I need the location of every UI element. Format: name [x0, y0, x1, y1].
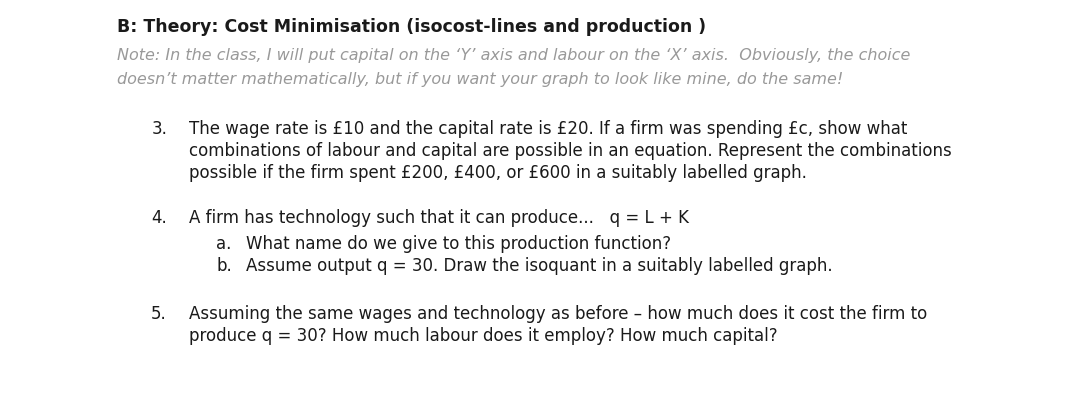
Text: The wage rate is £10 and the capital rate is £20. If a firm was spending £c, sho: The wage rate is £10 and the capital rat…: [189, 120, 907, 138]
Text: possible if the firm spent £200, £400, or £600 in a suitably labelled graph.: possible if the firm spent £200, £400, o…: [189, 164, 807, 182]
Text: Assuming the same wages and technology as before – how much does it cost the fir: Assuming the same wages and technology a…: [189, 305, 928, 323]
Text: 4.: 4.: [151, 209, 167, 227]
Text: produce q = 30? How much labour does it employ? How much capital?: produce q = 30? How much labour does it …: [189, 327, 778, 345]
Text: 5.: 5.: [151, 305, 167, 323]
Text: Note: In the class, I will put capital on the ‘Y’ axis and labour on the ‘X’ axi: Note: In the class, I will put capital o…: [117, 48, 910, 63]
Text: a.: a.: [216, 235, 231, 253]
Text: What name do we give to this production function?: What name do we give to this production …: [246, 235, 672, 253]
Text: combinations of labour and capital are possible in an equation. Represent the co: combinations of labour and capital are p…: [189, 142, 951, 160]
Text: 3.: 3.: [151, 120, 167, 138]
Text: A firm has technology such that it can produce...   q = L + K: A firm has technology such that it can p…: [189, 209, 689, 227]
Text: doesn’t matter mathematically, but if you want your graph to look like mine, do : doesn’t matter mathematically, but if yo…: [117, 72, 842, 87]
Text: b.: b.: [216, 257, 232, 275]
Text: Assume output q = 30. Draw the isoquant in a suitably labelled graph.: Assume output q = 30. Draw the isoquant …: [246, 257, 833, 275]
Text: B: Theory: Cost Minimisation (isocost-lines and production ): B: Theory: Cost Minimisation (isocost-li…: [117, 18, 705, 36]
